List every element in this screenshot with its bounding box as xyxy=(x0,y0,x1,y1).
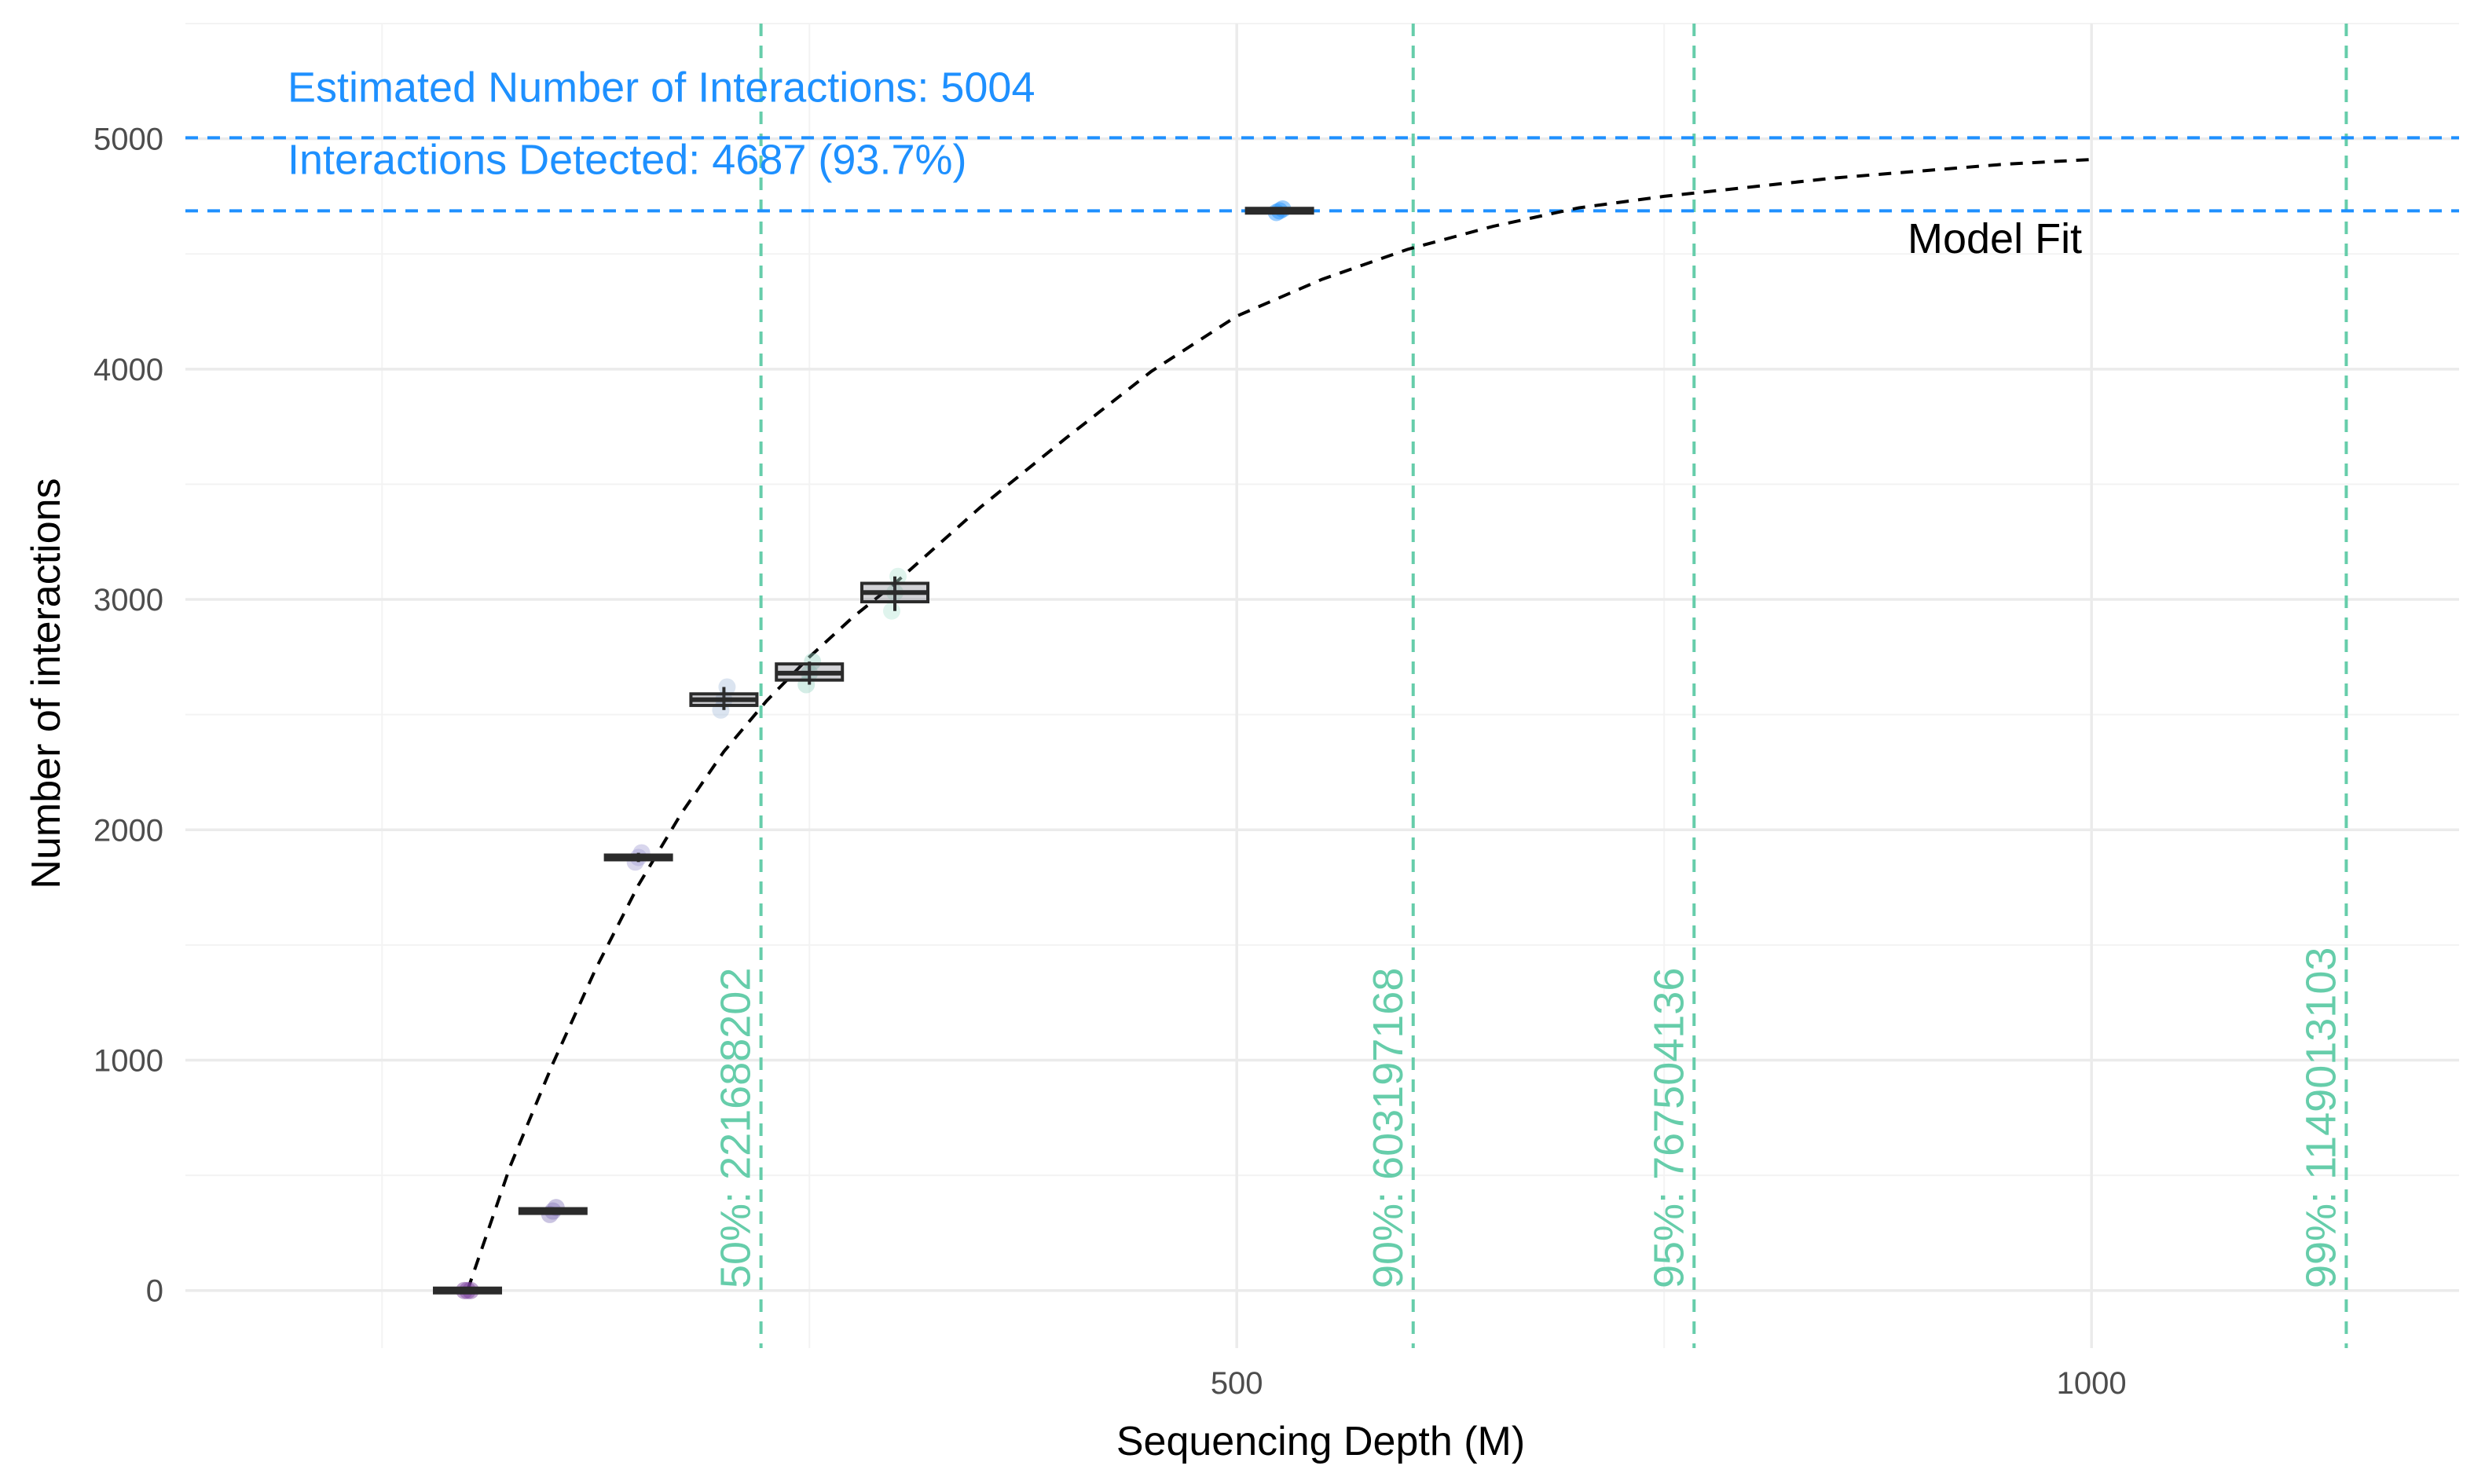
y-tick-label: 3000 xyxy=(93,583,163,617)
y-axis-title: Number of interactions xyxy=(24,478,69,889)
y-tick-label: 2000 xyxy=(93,813,163,848)
x-tick-labels: 500 1000 xyxy=(1211,1366,2127,1401)
boxplot xyxy=(860,567,930,620)
detected-interactions-label: Interactions Detected: 4687 (93.7%) xyxy=(288,136,967,183)
x-axis-title: Sequencing Depth (M) xyxy=(1116,1419,1525,1464)
model-fit xyxy=(466,158,2092,1292)
interaction-lines xyxy=(185,136,2459,213)
percent-lines: 50%: 221688202 90%: 603197168 95%: 7675041… xyxy=(713,24,2348,1348)
boxplot xyxy=(1244,200,1314,222)
boxplots xyxy=(433,200,1314,1299)
model-fit-curve xyxy=(466,158,2092,1292)
boxplot xyxy=(689,678,759,719)
boxplot xyxy=(775,653,845,694)
y-tick-label: 0 xyxy=(146,1274,163,1309)
x-tick-label: 1000 xyxy=(2057,1366,2127,1401)
y-tick-label: 5000 xyxy=(93,123,163,157)
percent-vline-label: 50%: 221688202 xyxy=(713,968,760,1288)
boxplot xyxy=(433,1281,503,1299)
y-tick-labels: 0 1000 2000 3000 4000 5000 xyxy=(93,123,163,1309)
boxplot xyxy=(603,844,673,871)
x-tick-label: 500 xyxy=(1211,1366,1263,1401)
estimated-interactions-label: Estimated Number of Interactions: 5004 xyxy=(288,64,1035,111)
major-gridlines xyxy=(185,24,2459,1348)
percent-vline-label: 99%: 1149013103 xyxy=(2297,947,2344,1288)
percent-vline-label: 95%: 767504136 xyxy=(1645,968,1692,1288)
data-point xyxy=(883,602,901,620)
boxplot xyxy=(518,1199,588,1223)
y-tick-label: 1000 xyxy=(93,1043,163,1078)
minor-gridlines xyxy=(185,23,2459,1348)
percent-vline-label: 90%: 603197168 xyxy=(1365,968,1412,1288)
y-tick-label: 4000 xyxy=(93,353,163,387)
model-fit-label: Model Fit xyxy=(1908,215,2082,262)
